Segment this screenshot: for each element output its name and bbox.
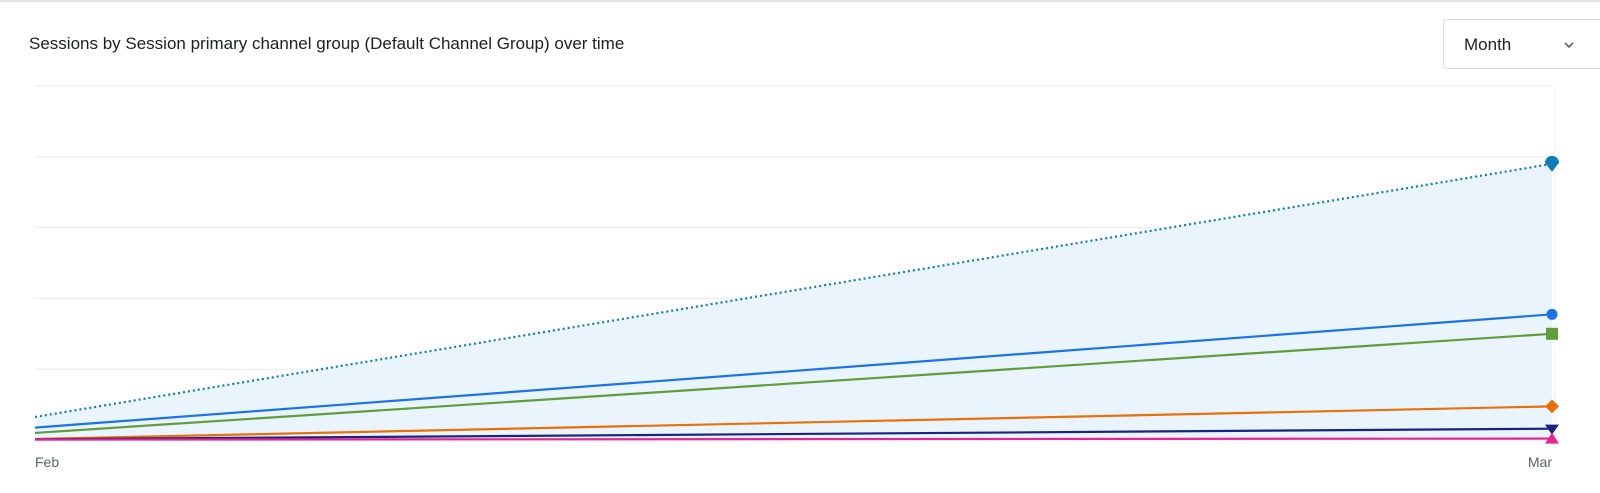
series-1-area — [35, 163, 1552, 440]
series-1-marker — [1545, 155, 1559, 172]
series-5-line — [34, 427, 1553, 441]
period-select-value: Month — [1464, 35, 1512, 54]
series-2-line — [34, 313, 1553, 429]
x-tick-label: Mar — [1528, 454, 1552, 470]
series-6-line — [34, 437, 1553, 441]
series-3-marker — [1546, 327, 1558, 340]
series-5-marker — [1545, 424, 1559, 435]
period-select[interactable]: Month — [1443, 19, 1600, 69]
card-top-border — [0, 0, 1600, 2]
chart-title: Sessions by Session primary channel grou… — [29, 34, 625, 53]
series-4-line — [34, 405, 1553, 441]
series-6-marker — [1545, 432, 1559, 444]
series-2-marker — [1546, 308, 1558, 320]
chevron-down-icon — [1564, 42, 1574, 49]
series-3-line — [34, 332, 1553, 435]
series-4-marker — [1545, 399, 1559, 414]
x-tick-label: Feb — [35, 454, 59, 470]
series-1-line — [34, 162, 1553, 419]
